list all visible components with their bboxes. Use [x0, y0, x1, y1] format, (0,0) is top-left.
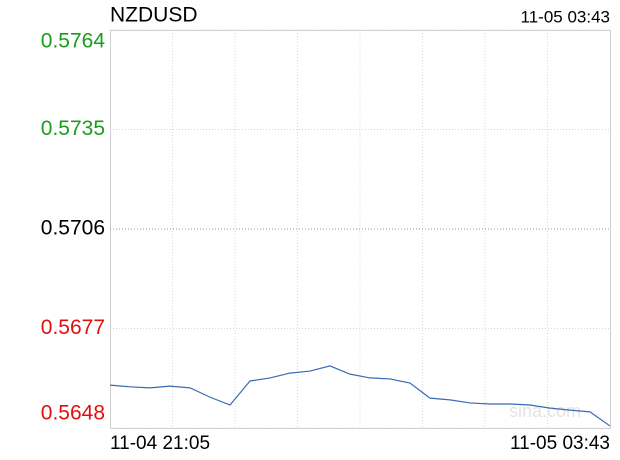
y-tick-label: 0.5677 [41, 316, 105, 339]
y-tick-label: 0.5764 [41, 30, 106, 53]
y-tick-label: 0.5648 [41, 402, 105, 425]
y-tick-label: 0.5706 [41, 217, 105, 240]
x-tick-label: 11-05 03:43 [510, 433, 610, 454]
x-tick-label: 11-04 21:05 [110, 433, 210, 454]
watermark: sina.com [509, 401, 581, 421]
y-tick-label: 0.5735 [41, 117, 105, 140]
price-line [109, 365, 611, 427]
chart-title: NZDUSD [110, 4, 198, 27]
timestamp: 11-05 03:43 [521, 7, 610, 26]
